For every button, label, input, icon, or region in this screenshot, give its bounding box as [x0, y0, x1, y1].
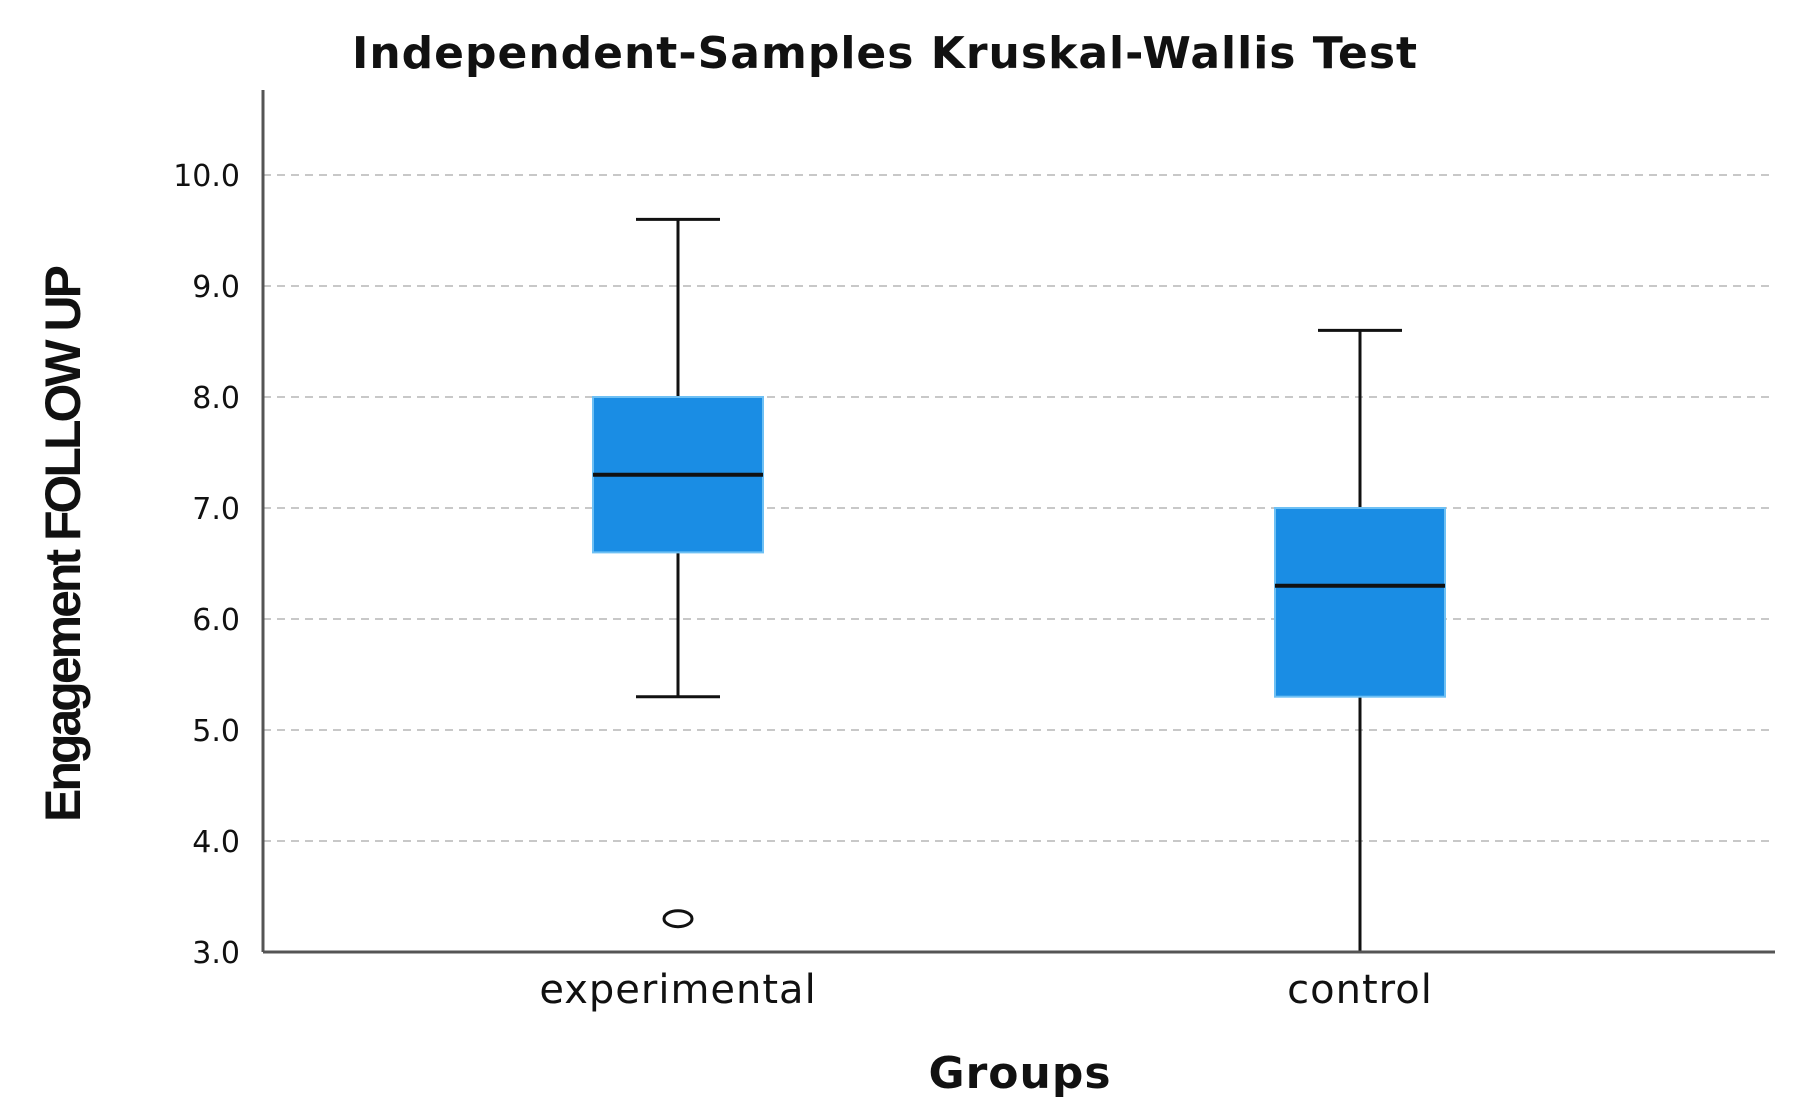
x-tick-label: experimental	[539, 967, 816, 1013]
y-tick-label: 9.0	[192, 270, 240, 305]
y-tick-label: 6.0	[192, 603, 240, 638]
y-tick-label: 8.0	[192, 381, 240, 416]
y-axis-label: Engagement FOLLOW UP	[35, 266, 91, 822]
gridlines	[263, 174, 1775, 842]
y-tick-label: 4.0	[192, 825, 240, 860]
y-tick-label: 3.0	[192, 936, 240, 971]
chart-title: Independent-Samples Kruskal-Wallis Test	[352, 28, 1418, 79]
tick-labels: 3.0 4.0 5.0 6.0 7.0 8.0 9.0 10.0 experimental con…	[173, 159, 1433, 1013]
boxes	[592, 217, 1446, 954]
iqr-box	[1274, 507, 1446, 698]
y-tick-label: 7.0	[192, 492, 240, 527]
y-tick-label: 10.0	[173, 159, 240, 194]
x-axis-label: Groups	[928, 1048, 1111, 1099]
box-experimental	[592, 217, 764, 929]
outlier-point	[662, 909, 694, 929]
y-tick-label: 5.0	[192, 714, 240, 749]
box-control	[1274, 328, 1446, 954]
x-tick-label: control	[1287, 967, 1433, 1013]
axes	[261, 90, 1775, 954]
